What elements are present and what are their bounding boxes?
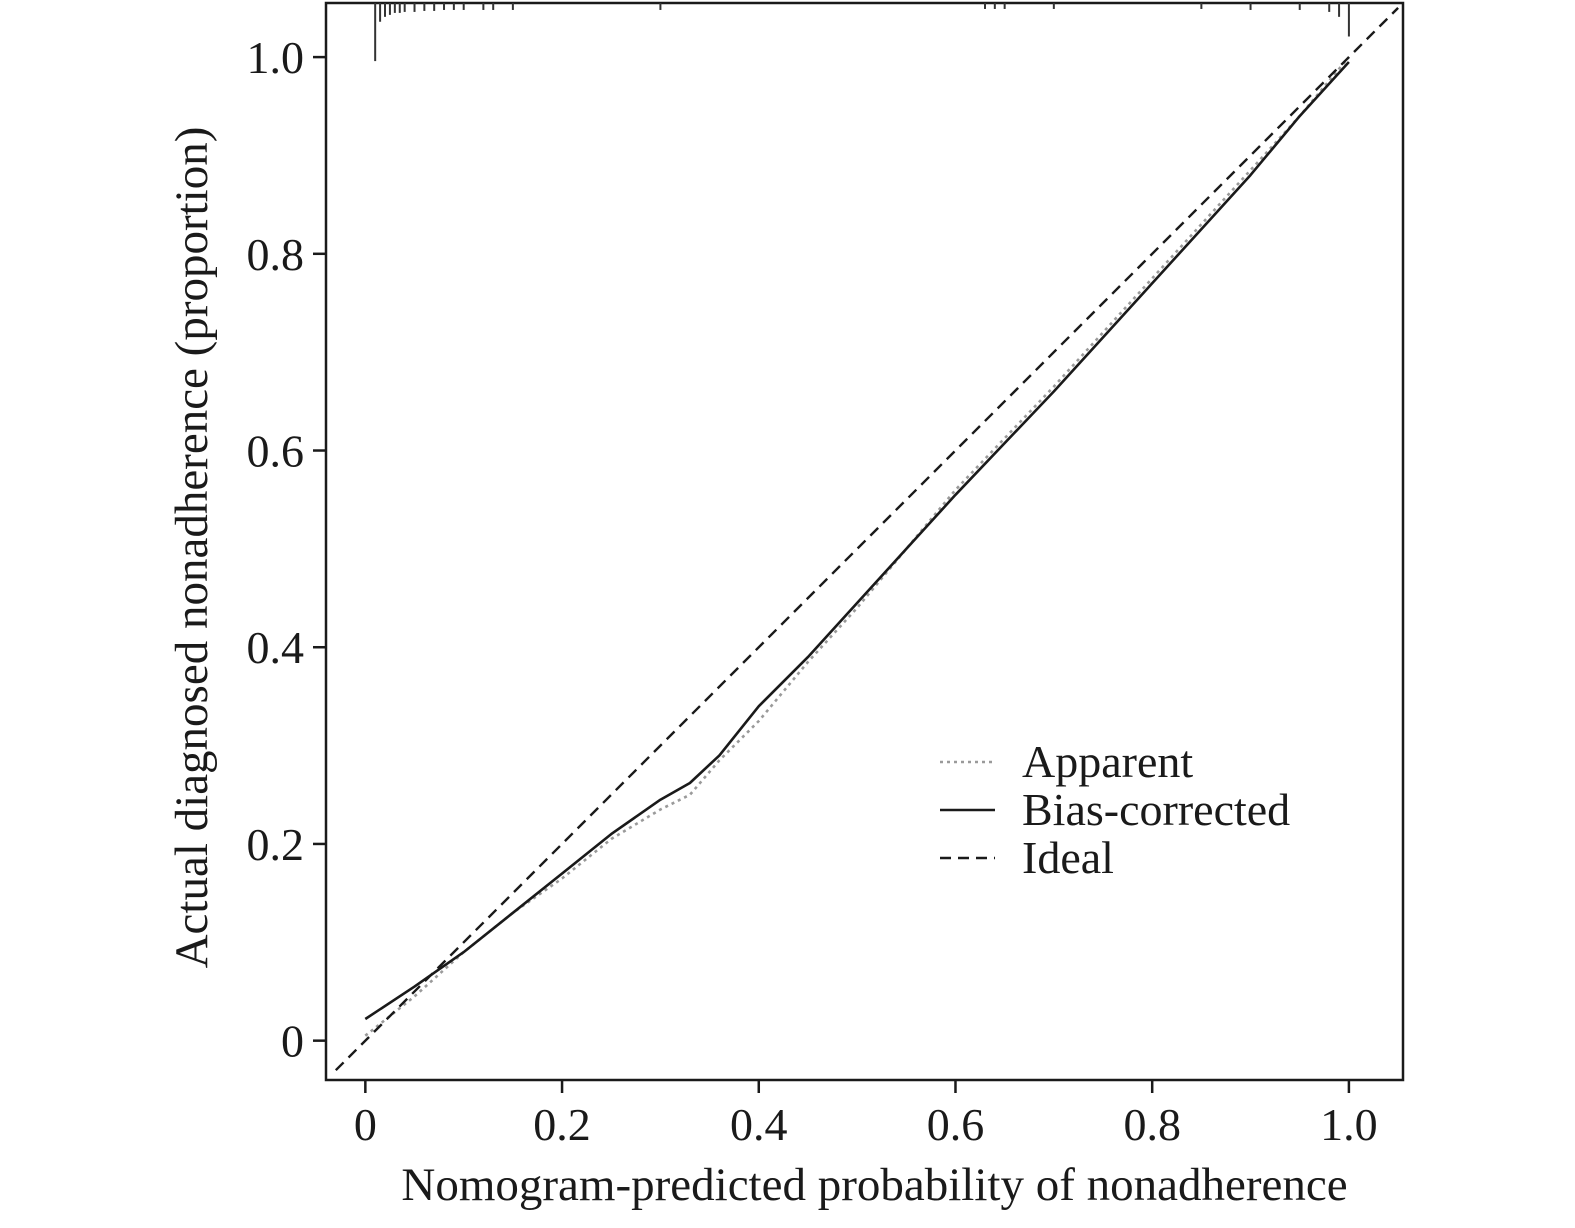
y-tick-label: 0.8 <box>247 229 305 280</box>
y-tick-label: 0.2 <box>247 819 305 870</box>
x-tick-label: 0.8 <box>1123 1099 1181 1150</box>
x-tick-label: 1.0 <box>1320 1099 1378 1150</box>
series-line-apparent <box>364 56 1350 1037</box>
x-axis-title: Nomogram-predicted probability of nonadh… <box>401 1159 1347 1211</box>
plot-area <box>324 1 1405 1082</box>
y-tick-label: 0 <box>281 1016 304 1067</box>
x-tick-label: 0 <box>354 1099 377 1150</box>
series-line-bias-corrected <box>364 61 1350 1021</box>
legend-label-bias-corrected: Bias-corrected <box>1022 784 1290 835</box>
y-axis-title: Actual diagnosed nonadherence (proportio… <box>166 127 218 969</box>
x-tick-label: 0.6 <box>927 1099 985 1150</box>
y-tick-label: 0.6 <box>247 426 305 477</box>
x-tick-label: 0.2 <box>533 1099 591 1150</box>
axes: 0 0.2 0.4 0.6 0.8 1.0 0 0.2 0.4 0.6 0.8 1.0 <box>247 32 1378 1150</box>
series-lines <box>334 7 1399 1072</box>
y-tick-label: 0.4 <box>247 622 305 673</box>
rug-marks <box>374 3 1350 62</box>
x-tick-label: 0.4 <box>730 1099 788 1150</box>
y-tick-label: 1.0 <box>247 32 305 83</box>
series-line-ideal <box>334 7 1399 1072</box>
plot-frame <box>324 1 1405 1082</box>
legend-label-apparent: Apparent <box>1022 736 1193 787</box>
legend-label-ideal: Ideal <box>1022 832 1114 883</box>
